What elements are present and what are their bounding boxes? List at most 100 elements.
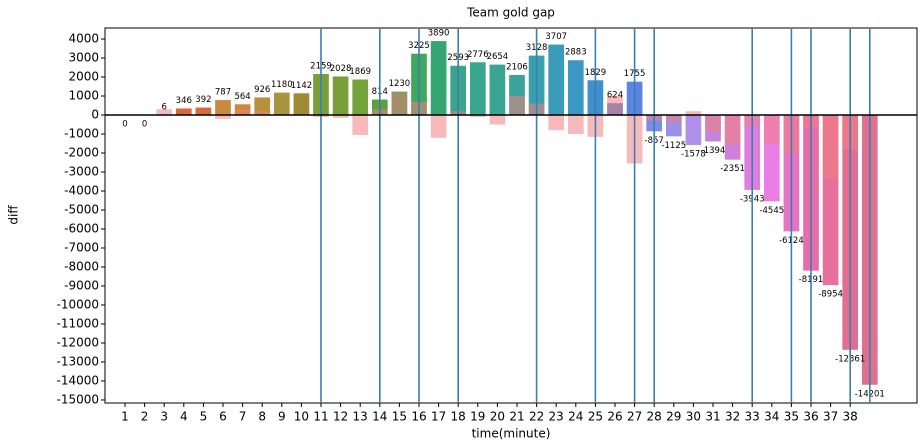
x-tick-label: 6	[219, 410, 227, 424]
x-tick-label: 18	[451, 410, 466, 424]
value-label: 2028	[330, 64, 352, 74]
y-tick-label: -9000	[64, 278, 99, 292]
value-label: 624	[607, 91, 623, 101]
x-tick-label: 36	[803, 410, 818, 424]
overlay-bar	[489, 115, 506, 125]
value-label: 346	[176, 96, 192, 106]
x-tick-label: 10	[294, 410, 309, 424]
overlay-bar	[391, 92, 408, 116]
x-tick-label: 11	[313, 410, 328, 424]
value-label: 392	[195, 95, 211, 105]
value-label: 1142	[291, 81, 313, 91]
bar	[195, 107, 212, 116]
x-tick-label: 38	[843, 410, 858, 424]
y-tick-label: 1000	[68, 89, 99, 103]
value-label: 1869	[349, 67, 371, 77]
y-tick-label: -6000	[64, 221, 99, 235]
value-label: 3890	[428, 29, 450, 39]
x-tick-label: 16	[411, 410, 426, 424]
y-tick-label: -10000	[56, 297, 99, 311]
x-tick-label: 12	[333, 410, 348, 424]
y-tick-label: -5000	[64, 202, 99, 216]
y-tick-label: -1000	[64, 127, 99, 141]
bar	[567, 60, 584, 116]
overlay-bar	[156, 109, 173, 116]
x-tick-label: 13	[353, 410, 368, 424]
bar	[548, 44, 565, 116]
x-tick-label: 25	[588, 410, 603, 424]
x-tick-label: 3	[160, 410, 168, 424]
x-tick-label: 8	[258, 410, 266, 424]
value-label: 564	[234, 92, 250, 102]
y-tick-label: -3000	[64, 164, 99, 178]
x-tick-label: 37	[823, 410, 838, 424]
overlay-bar	[822, 115, 839, 179]
y-tick-label: 0	[91, 108, 99, 122]
x-tick-label: 29	[666, 410, 681, 424]
value-label: 0	[142, 120, 147, 130]
x-tick-label: 28	[647, 410, 662, 424]
bar	[469, 62, 486, 116]
overlay-bar	[469, 115, 486, 117]
value-label: 2654	[487, 52, 509, 62]
plot-frame	[104, 27, 918, 404]
overlay-bar	[234, 109, 251, 116]
x-tick-label: 9	[278, 410, 286, 424]
x-tick-label: 23	[549, 410, 564, 424]
value-label: 3707	[545, 32, 567, 42]
bar	[352, 79, 369, 116]
overlay-bar	[215, 115, 231, 119]
y-tick-label: -14000	[56, 373, 99, 387]
x-tick-label: 30	[686, 410, 701, 424]
value-label: 1230	[389, 79, 411, 89]
value-label: -2351	[720, 164, 745, 174]
overlay-bar	[567, 115, 584, 135]
overlay-bar	[430, 115, 447, 138]
x-tick-label: 2	[141, 410, 149, 424]
x-tick-label: 26	[607, 410, 622, 424]
value-label: 6	[161, 102, 166, 112]
x-tick-label: 34	[764, 410, 779, 424]
value-label: 2106	[506, 62, 528, 72]
overlay-bar	[724, 115, 741, 145]
x-tick-label: 4	[180, 410, 188, 424]
value-label: 0	[122, 120, 127, 130]
x-tick-label: 20	[490, 410, 505, 424]
x-tick-label: 19	[470, 410, 485, 424]
y-axis-label: diff	[7, 205, 21, 225]
bar	[332, 76, 349, 116]
y-tick-label: 3000	[68, 51, 99, 65]
bar	[215, 100, 231, 116]
value-label: 2776	[467, 50, 489, 60]
y-tick-label: -11000	[56, 316, 99, 330]
value-label: -4545	[759, 206, 784, 216]
y-tick-label: 4000	[68, 32, 99, 46]
value-label: -8954	[818, 290, 843, 300]
x-tick-label: 15	[392, 410, 407, 424]
overlay-bar	[705, 115, 721, 133]
x-tick-label: 5	[200, 410, 208, 424]
y-tick-label: -7000	[64, 240, 99, 254]
x-tick-label: 21	[509, 410, 524, 424]
value-label: -1394	[701, 146, 726, 156]
value-label: 926	[254, 85, 270, 95]
bar	[489, 64, 506, 116]
y-tick-label: -15000	[56, 392, 99, 406]
overlay-bar	[665, 115, 682, 123]
y-tick-label: -13000	[56, 354, 99, 368]
overlay-bar	[509, 96, 525, 116]
x-tick-label: 33	[745, 410, 760, 424]
value-label: 787	[215, 88, 231, 98]
x-tick-label: 17	[431, 410, 446, 424]
bar	[685, 115, 702, 145]
overlay-bar	[607, 96, 623, 116]
bar	[430, 41, 447, 116]
x-tick-label: 14	[372, 410, 387, 424]
overlay-bar	[352, 115, 369, 135]
value-label: -1578	[681, 149, 706, 159]
value-label: 1180	[271, 80, 293, 90]
x-tick-label: 32	[725, 410, 740, 424]
x-tick-label: 22	[529, 410, 544, 424]
y-tick-label: -4000	[64, 183, 99, 197]
bar	[175, 108, 192, 116]
